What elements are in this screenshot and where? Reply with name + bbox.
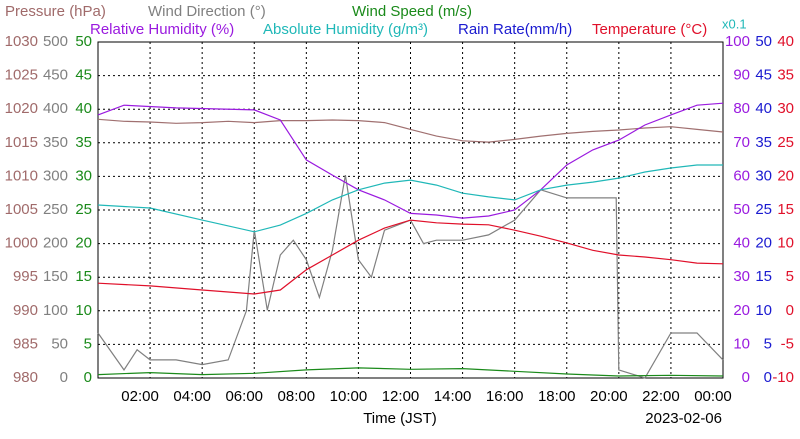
y-tick-label: 35 [755, 134, 772, 151]
y-tick-label: 80 [733, 100, 750, 117]
header: Wind Speed (m/s) [352, 3, 472, 20]
y-tick-label: 50 [755, 33, 772, 50]
y-tick-label: 20 [755, 235, 772, 252]
x-tick-label: 00:00 [694, 388, 732, 405]
x-tick-label: 02:00 [121, 388, 159, 405]
y-tick-label: 40 [75, 100, 92, 117]
date-label: 2023-02-06 [645, 410, 722, 427]
header: Temperature (°C) [592, 21, 707, 38]
y-tick-label: 1015 [5, 134, 38, 151]
y-tick-label: 300 [43, 167, 68, 184]
y-tick-label: 35 [777, 67, 794, 84]
y-tick-label: 200 [43, 235, 68, 252]
y-tick-label: 10 [733, 335, 750, 352]
y-tick-label: 990 [13, 302, 38, 319]
y-tick-label: 5 [764, 335, 772, 352]
y-tick-label: -10 [772, 369, 794, 386]
y-tick-label: 0 [764, 369, 772, 386]
y-tick-label: 40 [755, 100, 772, 117]
series-line [97, 367, 724, 377]
x-tick-label: 10:00 [330, 388, 368, 405]
y-tick-label: 15 [75, 268, 92, 285]
y-tick-label: 400 [43, 100, 68, 117]
series-line [97, 219, 724, 295]
y-tick-label: 150 [43, 268, 68, 285]
y-tick-label: 15 [755, 268, 772, 285]
y-tick-label: 90 [733, 67, 750, 84]
y-tick-label: 25 [777, 134, 794, 151]
y-tick-label: 350 [43, 134, 68, 151]
y-tick-label: 30 [755, 167, 772, 184]
y-tick-label: -5 [781, 335, 794, 352]
y-tick-label: 100 [725, 33, 750, 50]
x-tick-label: 20:00 [590, 388, 628, 405]
header: Rain Rate(mm/h) [458, 21, 572, 38]
y-tick-label: 45 [755, 67, 772, 84]
y-tick-label: 25 [75, 201, 92, 218]
y-tick-label: 15 [777, 201, 794, 218]
series-line [97, 164, 723, 233]
y-tick-label: 0 [742, 369, 750, 386]
y-tick-label: 30 [733, 268, 750, 285]
y-tick-label: 5 [84, 335, 92, 352]
y-tick-label: 40 [733, 235, 750, 252]
x-tick-label: 18:00 [538, 388, 576, 405]
header: Pressure (hPa) [5, 3, 106, 20]
x-tick-label: 06:00 [225, 388, 263, 405]
y-tick-label: 500 [43, 33, 68, 50]
y-tick-label: 30 [777, 100, 794, 117]
y-tick-label: 250 [43, 201, 68, 218]
y-tick-label: 35 [75, 134, 92, 151]
y-tick-label: 45 [75, 67, 92, 84]
x-tick-label: 16:00 [486, 388, 524, 405]
y-tick-label: 100 [43, 302, 68, 319]
series-line [97, 118, 724, 143]
x-tick-label: 22:00 [642, 388, 680, 405]
y-tick-label: 20 [777, 167, 794, 184]
y-tick-label: 450 [43, 67, 68, 84]
y-tick-label: 20 [733, 302, 750, 319]
y-tick-label: 0 [60, 369, 68, 386]
y-tick-label: 980 [13, 369, 38, 386]
y-tick-label: 5 [786, 268, 794, 285]
y-tick-label: 50 [75, 33, 92, 50]
x-tick-label: 12:00 [382, 388, 420, 405]
y-tick-label: 40 [777, 33, 794, 50]
y-tick-label: 1020 [5, 100, 38, 117]
y-tick-label: 10 [75, 302, 92, 319]
header: Relative Humidity (%) [90, 21, 234, 38]
y-tick-label: 50 [51, 335, 68, 352]
y-tick-label: 1030 [5, 33, 38, 50]
y-tick-label: 1010 [5, 167, 38, 184]
y-tick-label: 10 [755, 302, 772, 319]
y-tick-label: 0 [786, 302, 794, 319]
series-line [97, 102, 724, 219]
y-tick-label: 60 [733, 167, 750, 184]
y-tick-label: 30 [75, 167, 92, 184]
x-tick-label: 08:00 [278, 388, 316, 405]
scale-note: x0.1 [722, 16, 747, 31]
x-axis-label: Time (JST) [363, 410, 437, 427]
header: Absolute Humidity (g/m³) [263, 21, 428, 38]
y-tick-label: 1000 [5, 235, 38, 252]
y-tick-label: 1005 [5, 201, 38, 218]
series-line [97, 174, 724, 379]
x-tick-label: 04:00 [173, 388, 211, 405]
y-tick-label: 20 [75, 235, 92, 252]
y-tick-label: 985 [13, 335, 38, 352]
y-tick-label: 25 [755, 201, 772, 218]
y-tick-label: 70 [733, 134, 750, 151]
x-tick-label: 14:00 [434, 388, 472, 405]
y-tick-label: 995 [13, 268, 38, 285]
header: Wind Direction (°) [148, 3, 266, 20]
y-tick-label: 10 [777, 235, 794, 252]
y-tick-label: 0 [84, 369, 92, 386]
y-tick-label: 1025 [5, 67, 38, 84]
y-tick-label: 50 [733, 201, 750, 218]
